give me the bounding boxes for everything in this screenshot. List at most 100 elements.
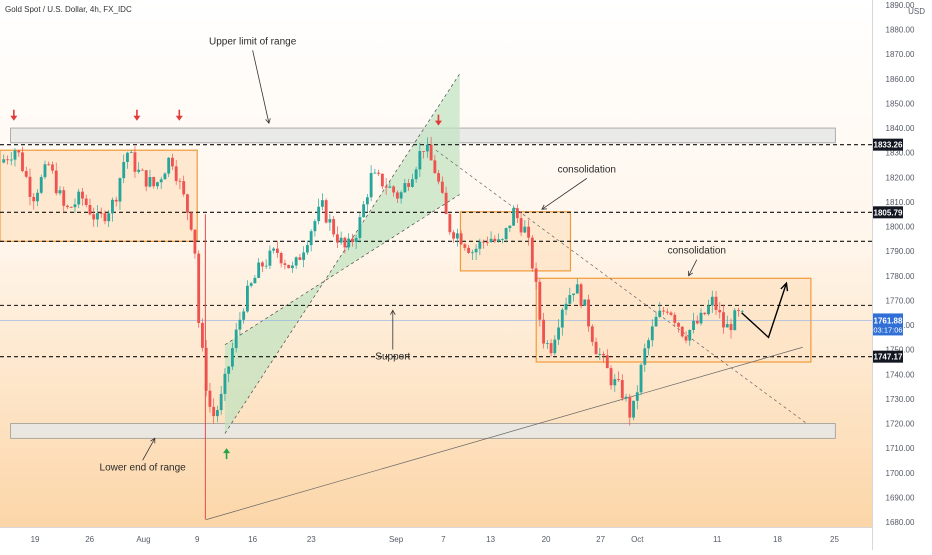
candle-body-115	[433, 160, 437, 174]
candle-body-151	[568, 295, 572, 304]
candle-body-176	[662, 310, 665, 312]
candle-body-124	[467, 247, 471, 253]
y-tick-label-4: 1720.00	[886, 420, 915, 429]
candle-body-18	[69, 207, 73, 208]
candle-body-173	[650, 326, 654, 341]
candle-body-63	[238, 319, 242, 330]
candle-body-89	[335, 234, 339, 243]
candle-body-187	[703, 312, 707, 315]
candle-body-11	[43, 164, 47, 178]
candle-body-27	[103, 213, 107, 222]
candle-body-143	[538, 281, 542, 320]
candle-body-95	[358, 217, 362, 238]
candle-body-109	[410, 179, 414, 187]
annotation-arrow-1	[142, 438, 156, 461]
candle-body-13	[51, 164, 54, 171]
currency-label: USD	[908, 7, 925, 16]
candle-body-56	[212, 406, 216, 417]
candle-body-107	[403, 183, 407, 193]
y-tick-label-6: 1740.00	[886, 370, 915, 379]
candle-body-191	[718, 310, 722, 313]
candle-body-94	[354, 237, 358, 242]
candle-body-64	[242, 311, 246, 320]
y-tick-label-17: 1850.00	[886, 99, 915, 108]
candle-body-110	[414, 169, 418, 180]
x-tick-label-2: Aug	[136, 535, 150, 544]
candle-body-183	[688, 330, 692, 341]
x-tick-label-0: 19	[31, 535, 40, 544]
down-arrow-head-3	[434, 120, 442, 126]
y-tick-label-12: 1800.00	[886, 223, 915, 232]
candle-body-101	[380, 173, 384, 187]
candle-body-82	[309, 231, 313, 246]
x-tick-label-11: Oct	[631, 535, 644, 544]
candle-body-29	[111, 199, 114, 214]
x-tick-label-1: 26	[85, 535, 94, 544]
candle-body-92	[347, 238, 351, 248]
candle-body-163	[613, 379, 617, 386]
candle-body-22	[84, 198, 88, 206]
candle-body-147	[553, 339, 557, 354]
candle-body-122	[459, 233, 463, 245]
bullish-channel	[224, 73, 460, 434]
candle-body-180	[677, 322, 680, 327]
candle-body-184	[692, 320, 695, 331]
candle-body-90	[339, 237, 343, 243]
candle-body-71	[268, 250, 272, 266]
down-arrow-head-0	[10, 115, 18, 121]
trend-line-1	[435, 149, 808, 424]
candle-body-153	[575, 284, 579, 294]
candle-body-186	[699, 312, 703, 324]
candle-body-55	[208, 390, 212, 407]
annotation-label-4: consolidation	[668, 246, 726, 257]
candle-body-83	[313, 221, 317, 232]
candle-body-192	[722, 312, 725, 328]
trend-line-0	[206, 346, 803, 520]
candle-body-185	[695, 320, 699, 324]
candle-body-65	[245, 285, 249, 312]
candle-body-31	[118, 178, 122, 202]
candle-body-59	[223, 373, 227, 394]
candle-body-133	[500, 239, 504, 240]
candle-body-68	[257, 262, 261, 278]
candle-body-103	[388, 186, 392, 188]
candle-body-33	[126, 152, 129, 163]
candle-body-182	[684, 336, 688, 341]
candle-body-171	[643, 348, 647, 365]
x-tick-label-5: 23	[307, 535, 316, 544]
candle-body-132	[497, 239, 501, 242]
candle-body-70	[264, 265, 268, 267]
candle-body-164	[617, 379, 620, 381]
candle-body-6	[24, 171, 28, 177]
candle-body-146	[549, 343, 553, 354]
candle-body-114	[429, 144, 433, 161]
candle-body-41	[156, 182, 159, 187]
candle-body-149	[560, 309, 564, 328]
candle-body-40	[152, 177, 156, 187]
annotation-label-0: Upper limit of range	[209, 36, 297, 47]
candle-body-120	[452, 232, 456, 239]
price-axis-background	[872, 0, 932, 550]
candle-body-4	[17, 150, 21, 153]
candle-body-51	[193, 229, 197, 254]
candle-body-131	[493, 238, 497, 242]
candle-body-193	[725, 324, 729, 328]
candle-body-130	[489, 238, 493, 243]
candle-body-178	[669, 312, 673, 315]
candle-body-17	[66, 205, 69, 208]
candle-body-45	[171, 157, 174, 167]
candle-body-87	[328, 219, 332, 223]
candle-body-119	[448, 214, 452, 233]
x-tick-label-4: 16	[248, 535, 257, 544]
candle-body-181	[680, 326, 684, 337]
candle-body-158	[594, 341, 598, 355]
x-tick-label-14: 25	[830, 535, 839, 544]
candle-body-140	[527, 226, 531, 238]
x-tick-label-8: 13	[486, 535, 495, 544]
candle-body-98	[369, 173, 373, 198]
annotation-arrowhead-0	[265, 118, 271, 124]
down-arrow-head-2	[175, 115, 183, 121]
candle-body-39	[148, 177, 152, 187]
candle-body-138	[519, 218, 523, 233]
candle-body-15	[58, 190, 62, 194]
